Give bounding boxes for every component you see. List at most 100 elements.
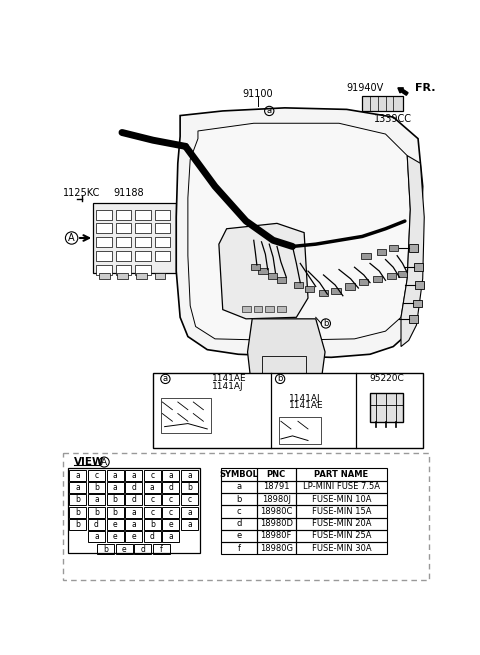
Bar xyxy=(387,272,396,279)
Bar xyxy=(96,251,112,261)
Bar xyxy=(144,531,161,542)
Text: a: a xyxy=(187,471,192,479)
Text: 18791: 18791 xyxy=(263,482,289,491)
Text: e: e xyxy=(113,520,117,529)
Bar xyxy=(265,385,302,400)
Bar xyxy=(415,281,424,289)
Bar xyxy=(398,271,407,277)
Text: 91188: 91188 xyxy=(113,187,144,198)
Bar xyxy=(88,507,105,517)
Bar xyxy=(389,245,398,251)
Bar xyxy=(125,507,142,517)
Bar xyxy=(362,96,403,111)
Text: c: c xyxy=(95,471,98,479)
Text: c: c xyxy=(150,471,154,479)
Bar xyxy=(162,482,180,493)
Bar xyxy=(251,264,260,271)
Bar xyxy=(221,530,257,542)
Text: b: b xyxy=(94,508,99,517)
Bar xyxy=(257,481,296,493)
Text: 18980J: 18980J xyxy=(262,495,291,504)
Bar xyxy=(69,470,86,481)
Bar xyxy=(155,210,170,219)
Text: 95220C: 95220C xyxy=(370,375,405,383)
Text: 18980D: 18980D xyxy=(260,519,293,528)
Text: b: b xyxy=(75,495,80,504)
Bar xyxy=(296,481,387,493)
Text: d: d xyxy=(131,495,136,504)
Bar xyxy=(221,517,257,530)
Bar xyxy=(107,507,123,517)
Text: FUSE-MIN 20A: FUSE-MIN 20A xyxy=(312,519,371,528)
Text: a: a xyxy=(75,471,80,479)
Bar xyxy=(96,223,112,233)
Text: 1339CC: 1339CC xyxy=(374,113,412,124)
Bar xyxy=(268,272,277,279)
Text: a: a xyxy=(168,533,173,541)
Text: 18980G: 18980G xyxy=(260,544,293,553)
Text: 91940V: 91940V xyxy=(346,83,383,93)
Text: A: A xyxy=(101,458,107,466)
Bar xyxy=(257,542,296,555)
Text: a: a xyxy=(150,483,155,492)
Polygon shape xyxy=(401,156,424,346)
Bar xyxy=(277,306,286,312)
Text: b: b xyxy=(94,483,99,492)
Bar xyxy=(319,290,328,296)
Bar xyxy=(117,272,128,279)
Bar xyxy=(107,531,123,542)
Text: f: f xyxy=(238,544,240,553)
Text: c: c xyxy=(237,507,241,516)
Bar xyxy=(116,237,132,247)
Text: a: a xyxy=(168,471,173,479)
Bar xyxy=(135,251,151,261)
Bar xyxy=(161,398,211,433)
Bar xyxy=(258,268,268,274)
Bar xyxy=(278,417,321,444)
Text: a: a xyxy=(131,471,136,479)
Text: b: b xyxy=(103,544,108,553)
Bar xyxy=(107,519,123,530)
Bar xyxy=(414,263,423,271)
Text: 18980F: 18980F xyxy=(261,531,292,540)
Bar xyxy=(257,530,296,542)
Bar xyxy=(181,470,198,481)
Text: PART NAME: PART NAME xyxy=(314,470,368,479)
Text: d: d xyxy=(131,483,136,492)
Text: f: f xyxy=(160,544,163,553)
Bar xyxy=(296,505,387,517)
Text: b: b xyxy=(236,495,242,504)
Polygon shape xyxy=(176,108,423,358)
Bar xyxy=(296,517,387,530)
Text: c: c xyxy=(169,495,173,504)
Text: b: b xyxy=(323,319,328,328)
Text: c: c xyxy=(150,508,154,517)
Text: b: b xyxy=(277,375,283,383)
Bar xyxy=(144,470,161,481)
Bar xyxy=(181,519,198,530)
Text: 1141AE: 1141AE xyxy=(212,375,247,383)
Bar xyxy=(294,282,303,288)
Text: a: a xyxy=(131,520,136,529)
Bar xyxy=(221,505,257,517)
Text: b: b xyxy=(113,508,118,517)
Text: b: b xyxy=(113,495,118,504)
Bar xyxy=(96,210,112,219)
Text: d: d xyxy=(94,520,99,529)
Text: e: e xyxy=(122,544,127,553)
Bar xyxy=(88,482,105,493)
Text: 1125KC: 1125KC xyxy=(63,187,100,198)
Text: a: a xyxy=(113,471,118,479)
Text: b: b xyxy=(75,520,80,529)
Bar xyxy=(88,470,105,481)
Bar xyxy=(377,249,386,255)
Bar xyxy=(144,482,161,493)
Bar xyxy=(370,393,403,422)
Bar xyxy=(116,251,132,261)
Text: d: d xyxy=(141,544,145,553)
Bar xyxy=(116,265,132,275)
Text: a: a xyxy=(267,107,272,115)
Bar xyxy=(136,272,147,279)
Text: FUSE-MIN 15A: FUSE-MIN 15A xyxy=(312,507,371,516)
Bar xyxy=(409,244,418,252)
